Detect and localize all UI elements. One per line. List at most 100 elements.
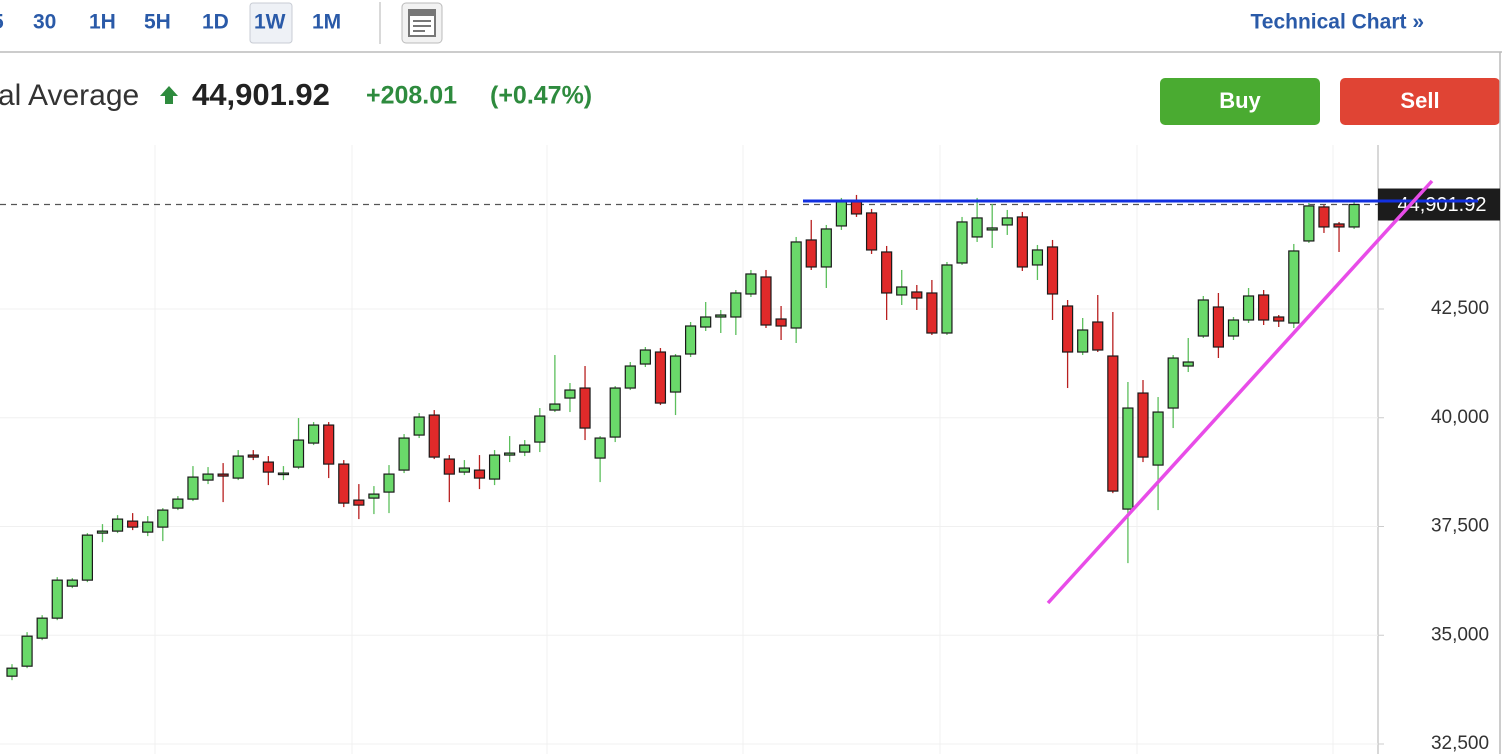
buy-button[interactable]: Buy xyxy=(1160,78,1320,125)
candle-body xyxy=(519,444,531,453)
candle xyxy=(1288,243,1300,329)
trend-line[interactable] xyxy=(1046,179,1434,605)
candle xyxy=(383,465,395,514)
candle-body xyxy=(488,454,501,480)
candle-body xyxy=(473,469,486,479)
candle-body xyxy=(398,437,410,471)
candle-body xyxy=(1077,329,1089,353)
candle-body xyxy=(353,499,365,506)
candle-body xyxy=(609,387,621,438)
candle xyxy=(564,383,576,413)
candle-body xyxy=(323,424,335,465)
candle xyxy=(715,309,727,334)
candle xyxy=(669,354,682,416)
candle xyxy=(1001,209,1013,235)
change-percent: (+0.47%) xyxy=(490,82,592,110)
last-price-label: 44,901.92 xyxy=(1398,194,1487,216)
candle xyxy=(172,496,184,511)
candle xyxy=(1152,397,1164,511)
candle-body xyxy=(775,318,787,327)
sell-button[interactable]: Sell xyxy=(1340,78,1500,125)
candle-body xyxy=(745,273,757,295)
candle xyxy=(911,284,923,310)
candle-body xyxy=(142,521,154,533)
candle-body xyxy=(865,212,878,251)
candle xyxy=(488,450,501,486)
candle xyxy=(292,418,305,470)
candle xyxy=(1107,311,1119,494)
candle xyxy=(639,347,651,368)
candle xyxy=(519,440,531,457)
interval-button[interactable]: 5H xyxy=(144,11,171,34)
candle-body xyxy=(21,635,33,667)
candle-body xyxy=(624,365,636,389)
candle-body xyxy=(232,455,244,479)
candle-body xyxy=(277,472,290,476)
candle-body xyxy=(127,520,139,528)
candle-body xyxy=(790,241,802,329)
candle-body xyxy=(504,452,516,456)
candle xyxy=(458,460,470,476)
candle-body xyxy=(368,493,380,499)
candle-body xyxy=(1046,246,1059,295)
candle-body xyxy=(926,292,938,334)
candle xyxy=(308,422,320,446)
candle xyxy=(187,466,199,502)
candle xyxy=(684,322,697,358)
interval-button[interactable]: 30 xyxy=(33,11,56,34)
candle xyxy=(338,460,350,508)
interval-button[interactable]: 5 xyxy=(0,11,4,34)
candle-body xyxy=(564,389,576,399)
candle xyxy=(971,197,983,242)
interval-button[interactable]: 1W xyxy=(249,2,293,44)
candle-body xyxy=(896,286,908,296)
candle-body xyxy=(1122,407,1134,510)
interval-label: 1M xyxy=(312,11,341,34)
candle xyxy=(36,615,48,641)
candle-body xyxy=(172,498,184,509)
candle xyxy=(428,410,440,460)
interval-button[interactable]: 1H xyxy=(89,11,116,34)
candle xyxy=(1182,338,1194,373)
candle xyxy=(21,632,33,669)
candle xyxy=(805,219,817,270)
candle xyxy=(700,301,712,332)
quote: al Average 44,901.92 +208.01 (+0.47%) xyxy=(0,77,592,112)
interval-button[interactable]: 1D xyxy=(202,11,229,34)
candle-body xyxy=(96,530,109,534)
layout-icon[interactable] xyxy=(401,2,443,44)
candle xyxy=(323,422,335,479)
buy-label: Buy xyxy=(1219,88,1261,113)
candle-body xyxy=(1288,250,1300,324)
candle-body xyxy=(850,201,863,215)
candle-body xyxy=(81,534,94,581)
time-grid xyxy=(154,145,1334,754)
candle xyxy=(775,305,787,341)
candle-body xyxy=(1092,321,1104,351)
candle-body xyxy=(247,454,259,458)
candle xyxy=(1092,294,1104,353)
candle xyxy=(232,450,244,481)
candle-body xyxy=(881,251,893,294)
candle-body xyxy=(760,276,772,326)
candle-body xyxy=(684,325,697,355)
candle xyxy=(760,269,772,329)
candle xyxy=(368,486,380,515)
interval-button[interactable]: 1M xyxy=(312,11,341,34)
interval-label: 5H xyxy=(144,11,171,34)
candle xyxy=(217,463,229,503)
candle xyxy=(1137,380,1149,463)
candle xyxy=(941,261,953,336)
candle xyxy=(66,578,78,589)
candle-body xyxy=(654,351,667,404)
candle-body xyxy=(1197,299,1209,337)
interval-label: 5 xyxy=(0,11,4,34)
candle-body xyxy=(1242,295,1255,321)
candle xyxy=(247,450,259,461)
candle xyxy=(896,269,908,305)
candle-body xyxy=(820,228,832,268)
candle xyxy=(609,386,621,443)
technical-chart-link[interactable]: Technical Chart » xyxy=(1251,11,1425,34)
candle-body xyxy=(1152,411,1164,466)
